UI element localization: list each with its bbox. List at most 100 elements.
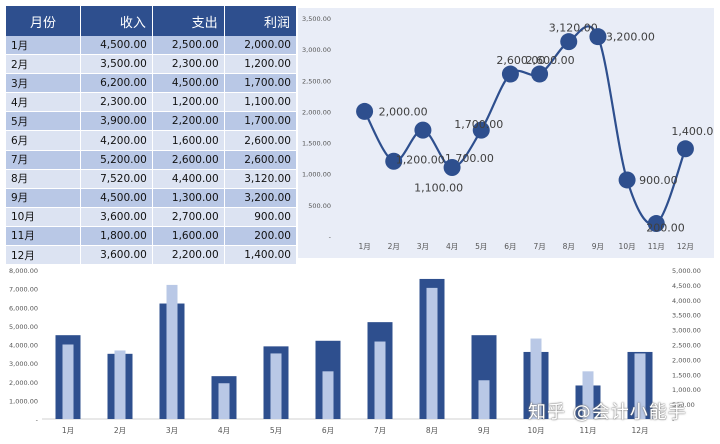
cell-month: 6月 [6,130,81,151]
expense-bar [530,338,542,419]
cell-expense: 1,200.00 [152,92,225,113]
table-row: 6月 4,200.00 1,600.00 2,600.00 [6,130,296,151]
left-y-tick-label: 2,000.00 [9,379,38,387]
profit-point [676,140,694,158]
right-y-tick-label: 1,500.00 [672,371,701,379]
cell-expense: 2,500.00 [152,36,225,56]
y-tick-label: 2,500.00 [302,77,331,85]
cell-income: 3,600.00 [80,245,153,266]
cell-profit: 2,600.00 [224,130,296,151]
profit-point [647,215,665,233]
x-tick-label: 10月 [527,426,544,435]
x-tick-label: 7月 [533,242,545,251]
table-row: 12月 3,600.00 2,200.00 1,400.00 [6,245,296,266]
profit-point [356,102,374,120]
data-label: 1,400.00 [671,125,714,138]
cell-month: 10月 [6,207,81,227]
table-row: 4月 2,300.00 1,200.00 1,100.00 [6,92,296,113]
left-y-tick-label: 4,000.00 [9,342,38,350]
table-row: 11月 1,800.00 1,600.00 200.00 [6,226,296,247]
data-label: 2,600.00 [526,54,575,67]
y-tick-label: 3,000.00 [302,46,331,54]
cell-expense: 4,500.00 [152,73,225,94]
expense-bar [62,344,74,419]
y-tick-label: 500.00 [308,202,331,210]
cell-profit: 200.00 [224,226,296,247]
x-tick-label: 3月 [417,242,429,251]
expense-bar [166,284,178,419]
table-row: 9月 4,500.00 1,300.00 3,200.00 [6,188,296,208]
y-tick-label: 2,000.00 [302,108,331,116]
cell-month: 7月 [6,150,81,170]
profit-point [414,121,432,139]
right-y-tick-label: 4,500.00 [672,282,701,290]
data-label: 200.00 [646,222,685,235]
expense-bar [426,287,438,419]
cell-profit: 2,600.00 [224,150,296,170]
expense-bar [634,353,646,419]
y-tick-label: - [329,233,332,241]
expense-bar [374,341,386,419]
profit-point [618,171,636,189]
x-tick-label: 12月 [631,426,648,435]
right-y-tick-label: 2,500.00 [672,342,701,350]
x-tick-label: 8月 [563,242,575,251]
profit-point [589,28,607,46]
cell-month: 4月 [6,92,81,113]
cell-month: 2月 [6,54,81,75]
left-y-tick-label: 8,000.00 [9,267,38,275]
data-table: 月份 收入 支出 利润 1月 4,500.00 2,500.00 2,000.00 2月… [6,6,296,266]
x-tick-label: 4月 [446,242,458,251]
profit-point [501,65,519,83]
x-tick-label: 3月 [166,426,178,435]
y-tick-label: 1,500.00 [302,140,331,148]
cell-income: 2,300.00 [80,92,153,113]
right-y-tick-label: 2,000.00 [672,356,701,364]
cell-expense: 1,600.00 [152,226,225,247]
data-label: 900.00 [639,174,678,187]
cell-profit: 3,200.00 [224,188,296,208]
expense-bar [114,350,126,419]
x-tick-label: 8月 [426,426,438,435]
left-y-tick-label: - [36,416,39,424]
cell-month: 8月 [6,169,81,189]
left-y-tick-label: 1,000.00 [9,397,38,405]
left-y-tick-label: 5,000.00 [9,323,38,331]
data-label: 2,000.00 [379,105,428,118]
table-row: 7月 5,200.00 2,600.00 2,600.00 [6,150,296,170]
x-tick-label: 5月 [270,426,282,435]
line-chart-background [298,8,714,258]
x-tick-label: 5月 [475,242,487,251]
x-tick-label: 11月 [648,242,665,251]
cell-profit: 1,100.00 [224,92,296,113]
cell-month: 1月 [6,36,81,56]
cell-income: 4,200.00 [80,130,153,151]
data-label: 3,200.00 [606,31,655,44]
right-y-tick-label: - [672,416,675,424]
profit-point [472,121,490,139]
cell-month: 12月 [6,245,81,266]
cell-income: 3,600.00 [80,207,153,227]
header-income: 收入 [80,6,153,36]
cell-expense: 2,600.00 [152,150,225,170]
cell-profit: 1,700.00 [224,73,296,94]
x-tick-label: 7月 [374,426,386,435]
x-tick-label: 9月 [478,426,490,435]
cell-expense: 2,200.00 [152,245,225,266]
data-label: 1,100.00 [414,181,463,194]
left-y-tick-label: 6,000.00 [9,304,38,312]
expense-bar [582,371,594,419]
cell-expense: 2,700.00 [152,207,225,227]
income-expense-bar-chart: - 1,000.00 2,000.00 3,000.00 4,000.00 5,000.0… [9,267,701,435]
table-row: 5月 3,900.00 2,200.00 1,700.00 [6,111,296,132]
cell-income: 1,800.00 [80,226,153,247]
table-row: 3月 6,200.00 4,500.00 1,700.00 [6,73,296,94]
y-tick-label: 3,500.00 [302,15,331,23]
right-y-tick-label: 4,000.00 [672,297,701,305]
y-tick-label: 1,000.00 [302,171,331,179]
cell-profit: 1,400.00 [224,245,296,266]
profit-point [560,33,578,51]
cell-profit: 900.00 [224,207,296,227]
watermark: 知乎 @会计小能手 [528,402,687,423]
x-tick-label: 6月 [504,242,516,251]
